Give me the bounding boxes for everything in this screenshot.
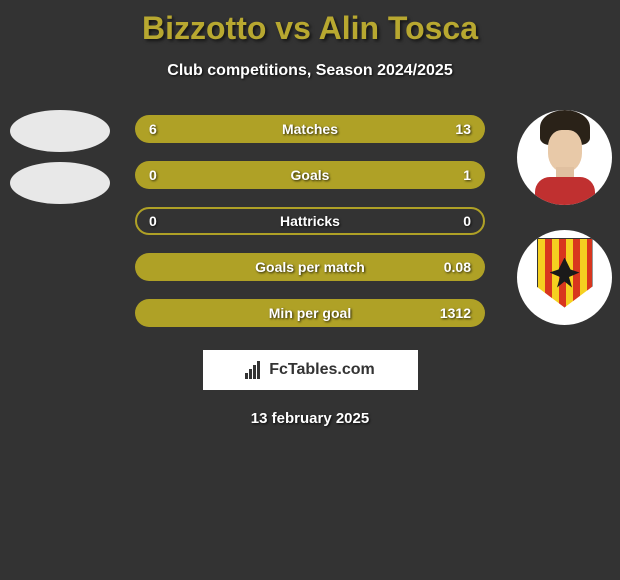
- stat-label: Goals: [135, 161, 485, 189]
- stat-row: 00Hattricks: [135, 207, 485, 235]
- branding-bar: FcTables.com: [203, 350, 418, 390]
- page-title: Bizzotto vs Alin Tosca: [0, 10, 620, 47]
- bar-chart-icon: [245, 361, 263, 379]
- left-player-avatar: [10, 110, 110, 152]
- stat-row: 01Goals: [135, 161, 485, 189]
- left-club-avatar: [10, 162, 110, 204]
- club-badge-icon: [530, 238, 600, 318]
- stat-label: Goals per match: [135, 253, 485, 281]
- comparison-card: Bizzotto vs Alin Tosca Club competitions…: [0, 0, 620, 437]
- stats-list: 613Matches 01Goals 00Hattricks 0.08Goals pe…: [135, 115, 485, 327]
- stat-label: Matches: [135, 115, 485, 143]
- stat-row: 613Matches: [135, 115, 485, 143]
- main-area: 613Matches 01Goals 00Hattricks 0.08Goals pe…: [0, 105, 620, 345]
- right-club-avatar: [517, 230, 612, 325]
- branding-text: FcTables.com: [269, 361, 375, 379]
- stat-label: Min per goal: [135, 299, 485, 327]
- stat-row: 0.08Goals per match: [135, 253, 485, 281]
- stat-label: Hattricks: [135, 207, 485, 235]
- page-subtitle: Club competitions, Season 2024/2025: [0, 62, 620, 80]
- right-avatars: [517, 110, 612, 325]
- stat-row: 1312Min per goal: [135, 299, 485, 327]
- left-avatars: [10, 110, 110, 204]
- date-text: 13 february 2025: [0, 410, 620, 427]
- player-face-icon: [530, 115, 600, 200]
- right-player-avatar: [517, 110, 612, 205]
